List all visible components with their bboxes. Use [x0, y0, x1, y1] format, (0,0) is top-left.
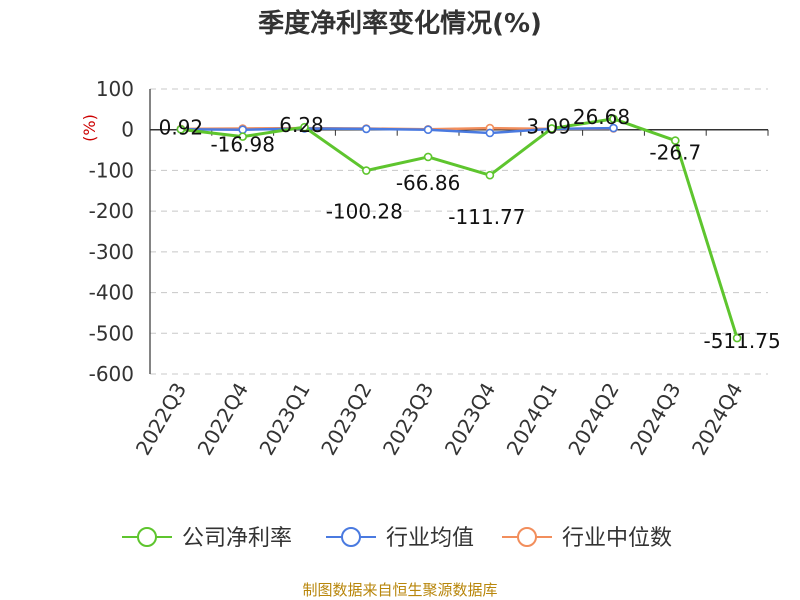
data-label: -111.77 — [448, 205, 525, 229]
data-labels: 0.92-16.986.28 -100.28 -66.86 -111.77 3.09 26… — [159, 105, 781, 353]
data-point — [485, 128, 495, 138]
legend-label: 行业中位数 — [562, 526, 672, 551]
data-point — [670, 136, 680, 145]
grid — [150, 88, 768, 375]
x-tick-label: 2024Q4 — [687, 379, 747, 460]
x-tick-label: 2023Q4 — [440, 379, 500, 460]
data-label: -100.28 — [326, 200, 403, 224]
data-label: 26.68 — [573, 105, 630, 129]
data-point — [609, 114, 618, 124]
y-tick-label: -300 — [89, 240, 134, 264]
series-layer — [176, 114, 742, 343]
source-note: 制图数据来自恒生聚源数据库 — [302, 581, 497, 599]
y-tick-label: -200 — [89, 199, 134, 223]
data-label: -66.86 — [396, 171, 460, 195]
legend-item[interactable]: 公司净利率 — [122, 526, 292, 551]
data-point — [423, 125, 433, 135]
data-point — [361, 166, 371, 175]
data-label: -16.98 — [210, 133, 274, 157]
x-tick-label: 2023Q1 — [254, 379, 314, 460]
data-point — [732, 333, 742, 343]
legend-marker-icon — [137, 527, 157, 547]
data-label: 0.92 — [159, 115, 204, 139]
legend-item[interactable]: 行业均值 — [326, 526, 474, 551]
data-point — [300, 122, 309, 132]
chart-title: 季度净利率变化情况(%) — [258, 8, 542, 39]
data-point — [423, 152, 433, 162]
y-tick-label: 100 — [96, 77, 134, 101]
legend-label: 公司净利率 — [182, 526, 292, 551]
y-tick-label: -100 — [89, 158, 134, 182]
series-line — [180, 117, 739, 339]
x-tick-label: 2024Q1 — [502, 379, 562, 460]
series-line — [180, 126, 614, 135]
data-point — [361, 124, 371, 134]
data-label: 3.09 — [526, 114, 571, 138]
legend-marker-icon — [341, 527, 361, 547]
data-point — [176, 125, 186, 134]
data-point — [547, 124, 557, 133]
legend-label: 行业均值 — [386, 526, 474, 551]
y-tick-label: 0 — [121, 118, 134, 142]
x-tick-label: 2022Q4 — [193, 379, 253, 460]
x-tick-label: 2023Q3 — [378, 378, 438, 459]
x-tick-label: 2024Q2 — [563, 379, 623, 460]
legend-item[interactable]: 行业中位数 — [502, 526, 672, 551]
data-point — [609, 123, 618, 133]
x-tick-label: 2023Q2 — [316, 379, 376, 460]
data-label: -26.7 — [649, 141, 701, 165]
y-tick-label: -500 — [89, 321, 134, 345]
data-label: -511.75 — [703, 329, 780, 353]
legend[interactable]: 公司净利率 行业均值 行业中位数 — [122, 526, 672, 551]
legend-marker-icon — [517, 527, 537, 547]
x-tick-label: 2024Q3 — [625, 379, 685, 460]
data-point — [485, 170, 495, 180]
data-label: 6.28 — [279, 113, 324, 137]
y-axis-unit: (%) — [80, 114, 99, 142]
data-point — [238, 132, 247, 141]
y-tick-label: -600 — [89, 362, 134, 386]
x-tick-label: 2022Q3 — [131, 379, 191, 460]
y-tick-label: -400 — [89, 281, 134, 305]
